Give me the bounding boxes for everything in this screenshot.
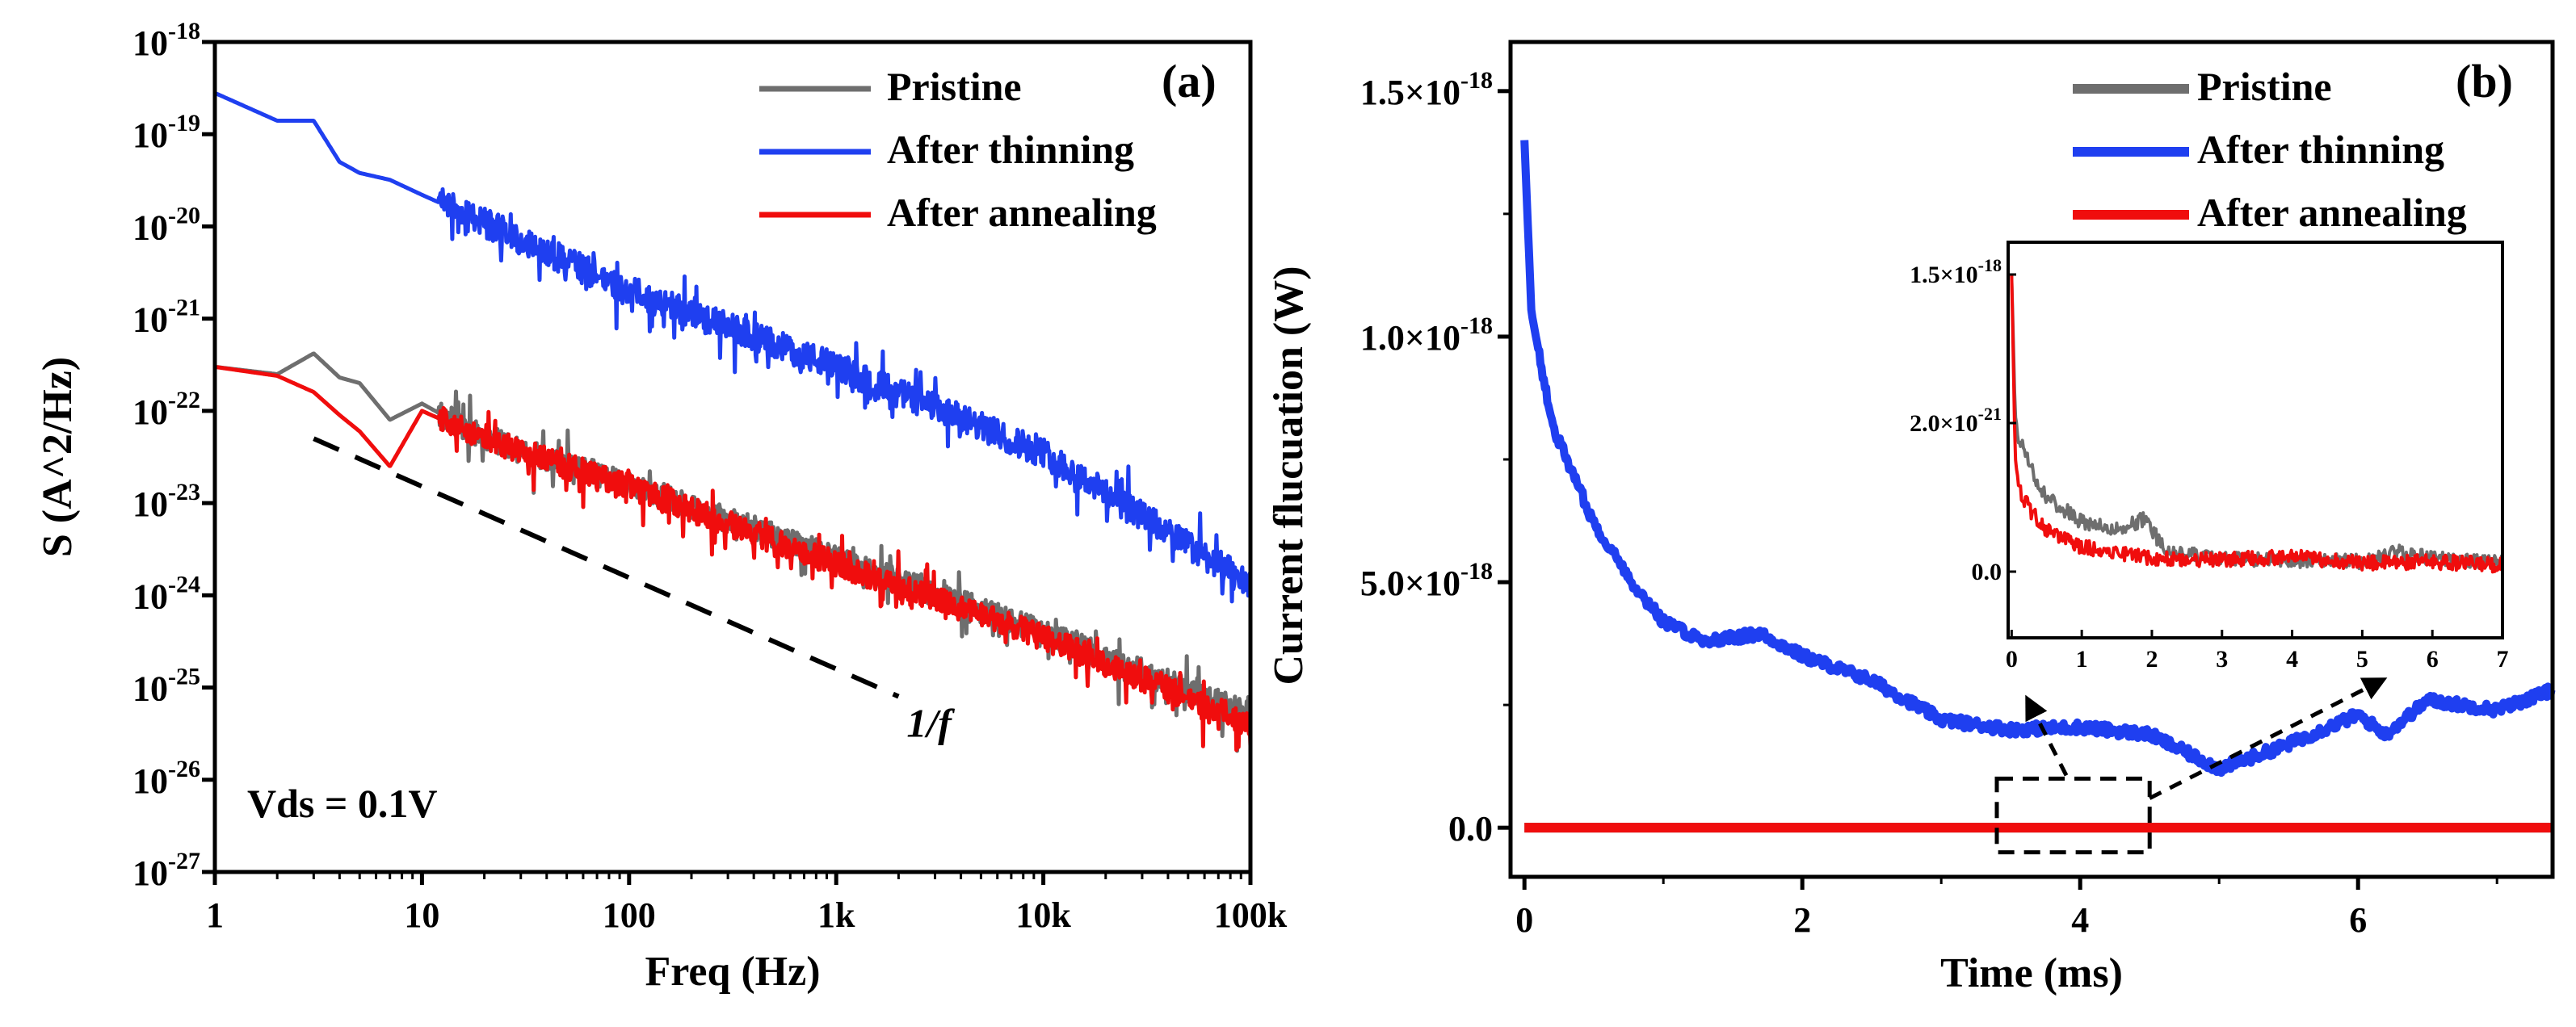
panel-a-x-tick-label: 10 <box>404 895 439 935</box>
panel-a-legend: Pristine After thinning After annealing <box>759 64 1157 235</box>
panel-b-chart: 0 2 4 6 0.0 5.0×10-18 1.0×10-18 1.5×10-18 Time… <box>1266 40 2556 996</box>
reference-1-over-f-label: 1/f <box>906 701 955 746</box>
inset-x-tick-label: 5 <box>2356 646 2368 673</box>
panel-a-y-tick-label: 10-21 <box>132 295 200 340</box>
inset-x-tick-label: 6 <box>2427 646 2439 673</box>
panel-a-legend-label: Pristine <box>887 64 1022 109</box>
inset-series-pristine <box>2010 274 2504 571</box>
panel-b-y-tick-label: 1.0×10-18 <box>1360 312 1493 358</box>
panel-a-y-tick-label: 10-27 <box>132 848 200 893</box>
panel-a-x-tick-label: 1k <box>817 895 855 935</box>
panel-b-y-tick-label: 1.5×10-18 <box>1360 67 1493 112</box>
panel-b-y-tick-label: 0.0 <box>1448 809 1493 849</box>
inset-plot-frame <box>2007 241 2504 639</box>
panel-a-legend-label: After thinning <box>887 127 1134 172</box>
inset-y-tick-label: 1.5×10-18 <box>1910 255 2002 288</box>
panel-a-y-tick-label: 10-24 <box>132 571 200 616</box>
panel-a-x-tick-label: 1 <box>206 895 224 935</box>
reference-1-over-f-line <box>313 436 900 699</box>
inset-series-after-annealing <box>2010 274 2503 574</box>
inset-y-tick-label: 2.0×10-21 <box>1910 404 2002 437</box>
panel-a-x-tick-label: 100 <box>603 895 656 935</box>
panel-b-legend-label: Pristine <box>2197 64 2332 109</box>
panel-a-x-tick-label: 10k <box>1015 895 1071 935</box>
panel-a-series-after-thinning <box>213 90 1253 604</box>
panel-b-series-after-thinning <box>1520 140 2556 778</box>
panel-b-x-tick-label: 0 <box>1515 900 1533 940</box>
panel-a-chart: 1 10 100 1k 10k 100k 10-18 10-19 10-20 10-21 10-2… <box>35 18 1288 995</box>
panel-a-series-after-annealing <box>213 364 1253 752</box>
panel-b-y-tick-label: 5.0×10-18 <box>1360 558 1493 603</box>
vds-annotation: Vds = 0.1V <box>247 781 437 826</box>
panel-a-y-tick-label: 10-22 <box>132 387 200 432</box>
panel-b-legend-label: After annealing <box>2197 190 2467 235</box>
panel-b-y-axis-label: Current flucuation (W) <box>1266 266 1312 685</box>
panel-a-y-axis-label: S (A^2/Hz) <box>35 357 81 557</box>
panel-a-legend-label: After annealing <box>887 190 1157 235</box>
panel-b-x-tick-label: 2 <box>1793 900 1811 940</box>
panel-a-plot-frame <box>212 40 1253 874</box>
panel-a-y-tick-label: 10-19 <box>132 110 200 155</box>
inset-chart: 0 1 2 3 4 5 6 7 0.0 2.0×10-21 1.5×10-18 <box>1910 241 2509 673</box>
inset-x-tick-label: 0 <box>2006 646 2018 673</box>
panel-a-label: (a) <box>1162 55 1217 107</box>
panel-b-x-axis-label: Time (ms) <box>1940 950 2123 996</box>
panel-a-x-tick-label: 100k <box>1214 895 1288 935</box>
panel-a-y-tick-label: 10-25 <box>132 664 200 709</box>
inset-x-tick-label: 4 <box>2286 646 2298 673</box>
inset-x-tick-label: 3 <box>2216 646 2228 673</box>
panel-b-legend: Pristine After thinning After annealing <box>2073 64 2467 235</box>
inset-x-tick-label: 7 <box>2497 646 2509 673</box>
inset-x-tick-label: 2 <box>2145 646 2158 673</box>
inset-x-tick-label: 1 <box>2076 646 2088 673</box>
panel-a-y-tick-label: 10-23 <box>132 479 200 524</box>
panel-b-legend-label: After thinning <box>2197 127 2444 172</box>
panel-a-y-tick-label: 10-18 <box>132 18 200 63</box>
inset-y-tick-label: 0.0 <box>1972 559 2002 585</box>
zoom-arrows <box>2025 677 2388 800</box>
panel-b-x-tick-label: 4 <box>2071 900 2089 940</box>
panel-a-x-axis-label: Freq (Hz) <box>645 949 820 995</box>
panel-a-y-tick-label: 10-26 <box>132 756 200 801</box>
panel-b-label: (b) <box>2456 55 2513 107</box>
panel-a-y-tick-label: 10-20 <box>132 202 200 247</box>
zoom-region-box <box>1994 776 2152 855</box>
panel-b-x-tick-label: 6 <box>2349 900 2367 940</box>
